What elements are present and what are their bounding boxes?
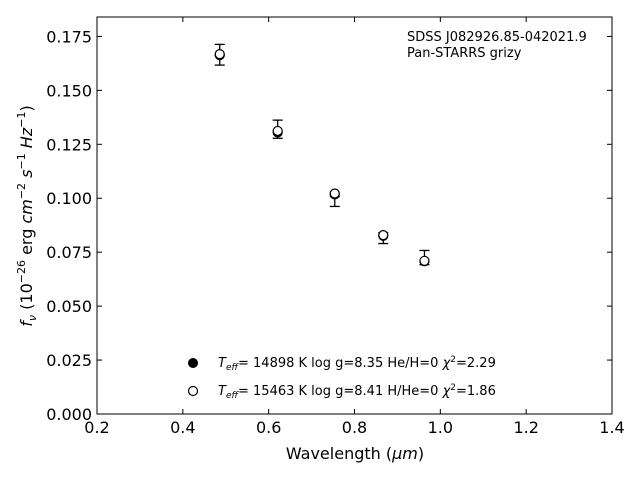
y-tick-label: 0.175 bbox=[46, 27, 92, 46]
legend-entry-2: Teff= 15463 K log g=8.41 H/He=0 χ2=1.86 bbox=[218, 383, 496, 401]
y-tick-label: 0.000 bbox=[46, 405, 92, 424]
x-tick-label: 0.8 bbox=[342, 418, 367, 437]
legend-filled-marker bbox=[188, 358, 198, 368]
y-tick-label: 0.100 bbox=[46, 189, 92, 208]
y-tick-label: 0.025 bbox=[46, 351, 92, 370]
legend-entry-1: Teff= 14898 K log g=8.35 He/H=0 χ2=2.29 bbox=[218, 355, 496, 373]
y-axis-label: fν (10−26 erg cm−2 s−1 Hz−1) bbox=[15, 105, 39, 326]
x-tick-label: 1.2 bbox=[513, 418, 538, 437]
annotation-line-1: SDSS J082926.85-042021.9 bbox=[407, 30, 587, 45]
x-tick-label: 1.0 bbox=[428, 418, 453, 437]
plot-frame bbox=[96, 16, 613, 415]
y-tick-label: 0.075 bbox=[46, 243, 92, 262]
x-tick-label: 1.4 bbox=[599, 418, 624, 437]
data-point-open bbox=[378, 230, 389, 241]
y-tick-label: 0.150 bbox=[46, 81, 92, 100]
legend: Teff= 14898 K log g=8.35 He/H=0 χ2=2.29 … bbox=[187, 355, 496, 401]
data-point-open bbox=[272, 125, 283, 137]
tick-layer: 0.2 0.4 0.6 0.8 1.0 1.2 1.4 0.000 0.025 0.050 0.07… bbox=[46, 17, 625, 437]
error-bar-layer bbox=[214, 43, 430, 266]
x-axis-label: Wavelength (μm) bbox=[286, 444, 424, 463]
annotation-line-2: Pan-STARRS grizy bbox=[407, 46, 522, 61]
data-point-layer bbox=[214, 49, 430, 267]
y-tick-label: 0.050 bbox=[46, 297, 92, 316]
data-point-open bbox=[214, 49, 225, 60]
legend-open-marker bbox=[187, 385, 199, 397]
data-point-open bbox=[329, 188, 340, 199]
x-tick-label: 0.2 bbox=[84, 418, 109, 437]
x-tick-label: 0.4 bbox=[170, 418, 195, 437]
x-tick-label: 0.6 bbox=[256, 418, 281, 437]
data-point-open bbox=[419, 255, 430, 266]
y-tick-label: 0.125 bbox=[46, 135, 92, 154]
